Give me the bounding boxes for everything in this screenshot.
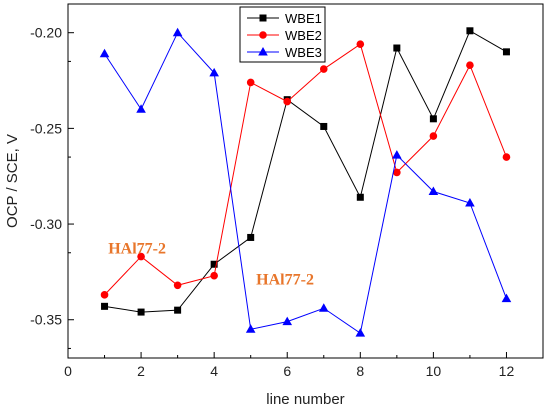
data-point-wbe3 xyxy=(136,104,146,113)
axis-ticks: 0 2 4 6 8 10 12 -0.35 -0.30 -0.25 -0.20 xyxy=(30,25,514,379)
data-point-wbe3 xyxy=(355,328,366,337)
data-point-wbe3 xyxy=(392,150,402,159)
annotation-label: HAl77-2 xyxy=(108,241,166,258)
data-point-wbe3 xyxy=(465,198,475,207)
data-point-wbe1 xyxy=(429,115,437,123)
series-wbe2 xyxy=(100,40,511,299)
series-wbe3 xyxy=(99,27,512,337)
data-point-wbe3 xyxy=(172,27,183,37)
data-point-wbe2 xyxy=(466,61,474,70)
legend-marker-wbe1 xyxy=(259,14,267,22)
y-tick-label: -0.20 xyxy=(30,25,62,41)
data-point-wbe2 xyxy=(137,252,145,261)
data-point-wbe1 xyxy=(101,302,109,310)
data-point-wbe3 xyxy=(245,324,256,333)
data-point-wbe3 xyxy=(99,48,110,58)
x-axis-title: line number xyxy=(266,391,344,408)
data-point-wbe2 xyxy=(283,97,292,106)
data-point-wbe1 xyxy=(137,308,145,316)
series-wbe1 xyxy=(101,27,510,316)
y-tick-label: -0.30 xyxy=(30,216,62,232)
x-tick-label: 2 xyxy=(137,363,145,379)
x-tick-label: 4 xyxy=(210,363,218,379)
data-point-wbe3 xyxy=(209,67,219,77)
legend-box xyxy=(239,6,326,63)
legend-marker-wbe3 xyxy=(258,47,268,56)
data-point-wbe2 xyxy=(319,65,328,73)
x-tick-label: 10 xyxy=(426,363,442,379)
data-point-wbe1 xyxy=(356,193,364,201)
annotation-layer: HAl77-2 HAl77-2 xyxy=(108,241,314,289)
data-point-wbe2 xyxy=(100,291,109,299)
plot-area xyxy=(67,3,544,359)
x-tick-label: 6 xyxy=(283,363,291,379)
data-point-wbe1 xyxy=(247,233,255,241)
y-axis-title: OCP / SCE, V xyxy=(4,134,21,228)
data-point-wbe3 xyxy=(501,293,512,303)
data-point-wbe1 xyxy=(174,306,182,314)
legend-label-wbe2: WBE2 xyxy=(285,28,322,43)
data-point-wbe2 xyxy=(173,281,182,290)
series-line-wbe2 xyxy=(104,43,507,296)
data-point-wbe3 xyxy=(318,303,329,312)
data-point-wbe1 xyxy=(502,48,510,56)
y-tick-label: -0.35 xyxy=(30,312,62,328)
data-point-wbe2 xyxy=(246,78,255,87)
data-point-wbe2 xyxy=(356,40,365,48)
legend-marker-wbe2 xyxy=(259,31,267,39)
legend: WBE1 WBE2 WBE3 xyxy=(239,6,326,63)
legend-label-wbe1: WBE1 xyxy=(285,11,322,26)
y-tick-label: -0.25 xyxy=(30,120,62,136)
data-point-wbe3 xyxy=(428,186,439,196)
data-point-wbe3 xyxy=(282,316,293,326)
data-point-wbe2 xyxy=(502,153,511,161)
legend-label-wbe3: WBE3 xyxy=(285,45,322,60)
x-tick-label: 8 xyxy=(356,363,364,379)
data-point-wbe2 xyxy=(429,132,438,140)
series-layer xyxy=(99,27,512,337)
data-point-wbe1 xyxy=(210,260,218,268)
annotation-label: HAl77-2 xyxy=(256,271,314,288)
series-line-wbe1 xyxy=(104,30,507,313)
data-point-wbe2 xyxy=(393,168,401,177)
x-tick-label: 12 xyxy=(499,363,515,379)
data-point-wbe1 xyxy=(393,44,401,52)
series-line-wbe3 xyxy=(104,31,507,334)
data-point-wbe1 xyxy=(466,27,474,35)
data-point-wbe1 xyxy=(320,122,328,130)
x-tick-label: 0 xyxy=(64,363,72,379)
data-point-wbe2 xyxy=(210,271,218,280)
